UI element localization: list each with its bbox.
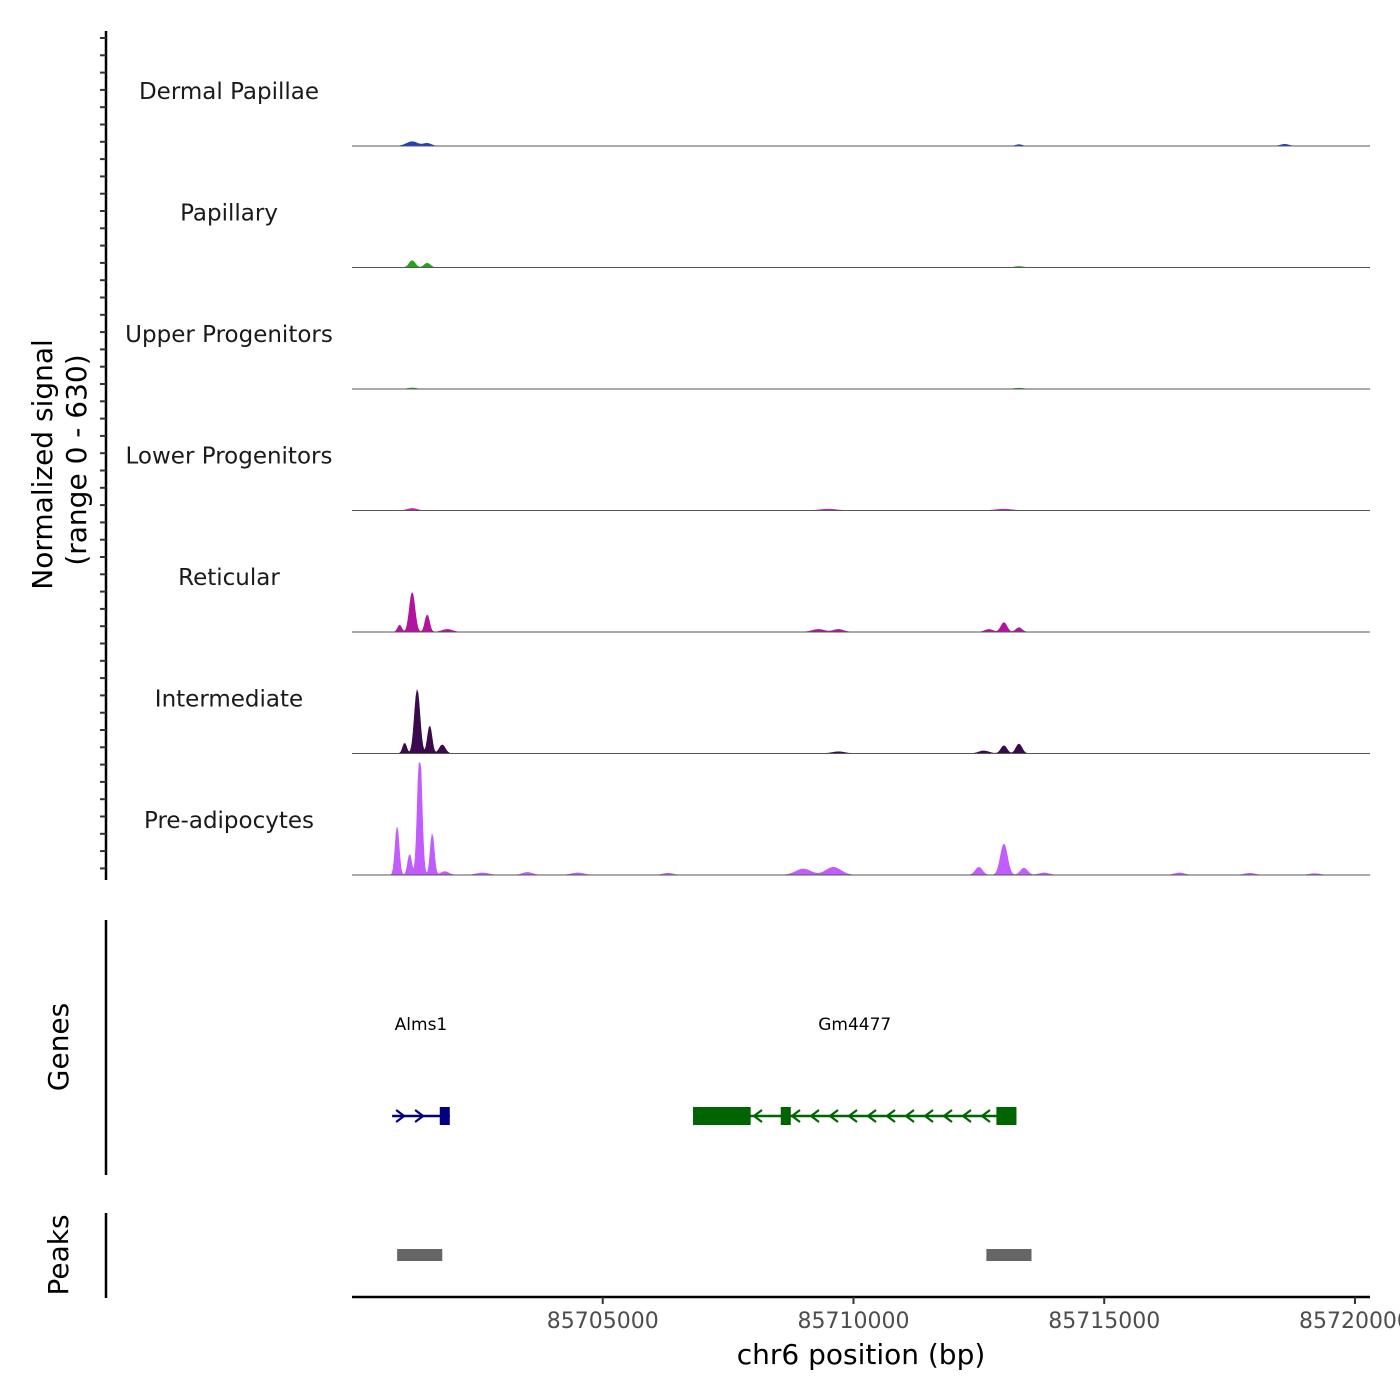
coverage-area (352, 260, 1370, 268)
gene-exon (439, 1107, 450, 1125)
gene-exon (780, 1107, 791, 1125)
strand-arrow (923, 1109, 934, 1123)
x-axis-ticks: 85705000 85710000 85715000 85720000 (547, 1297, 1400, 1334)
strand-arrow (980, 1109, 991, 1123)
coverage-track: Upper Progenitors (125, 322, 1370, 390)
strand-arrow (904, 1109, 915, 1123)
coverage-y-ticks (100, 37, 106, 870)
gene-model: Gm4477 (693, 1015, 1017, 1125)
track-label: Reticular (178, 565, 280, 591)
x-tick-label: 85705000 (547, 1309, 659, 1334)
strand-arrow (790, 1109, 801, 1123)
strand-arrow (752, 1109, 763, 1123)
strand-arrow (809, 1109, 820, 1123)
peak-region-bar (397, 1249, 443, 1261)
x-tick-label: 85720000 (1299, 1309, 1400, 1334)
x-tick-label: 85715000 (1048, 1309, 1160, 1334)
coverage-area (352, 762, 1370, 876)
strand-arrow (942, 1109, 953, 1123)
gene-annotations: Alms1 Gm4477 (392, 1015, 1017, 1125)
strand-arrow (961, 1109, 972, 1123)
gene-exon (996, 1107, 1017, 1125)
coverage-tracks: Dermal Papillae Papillary Upper Progenitor… (125, 79, 1370, 876)
coverage-track: Intermediate (155, 687, 1370, 754)
coverage-y-label-line2: (range 0 - 630) (60, 354, 93, 565)
gene-label: Gm4477 (818, 1015, 891, 1035)
coverage-track: Papillary (180, 201, 1370, 268)
strand-arrow (828, 1109, 839, 1123)
track-label: Intermediate (155, 687, 303, 713)
strand-arrow (866, 1109, 877, 1123)
coverage-y-label: Normalized signal (range 0 - 630) (26, 330, 93, 589)
coverage-area (352, 141, 1370, 147)
coverage-area (352, 689, 1370, 754)
peak-region-bar (986, 1249, 1032, 1261)
track-label: Papillary (180, 201, 278, 227)
track-label: Upper Progenitors (125, 322, 333, 348)
x-axis-label: chr6 position (bp) (737, 1338, 986, 1371)
coverage-area (352, 591, 1370, 633)
gene-model: Alms1 (392, 1015, 450, 1125)
genes-label: Genes (42, 1003, 75, 1091)
coverage-track: Lower Progenitors (126, 444, 1370, 511)
strand-arrow (847, 1109, 858, 1123)
peak-regions (397, 1249, 1032, 1261)
track-label: Pre-adipocytes (144, 808, 314, 834)
gene-exon (693, 1107, 751, 1125)
strand-arrow (885, 1109, 896, 1123)
coverage-track: Pre-adipocytes (144, 762, 1370, 876)
strand-arrow (414, 1109, 425, 1123)
coverage-track: Dermal Papillae (139, 79, 1370, 147)
peaks-label: Peaks (42, 1214, 75, 1295)
x-tick-label: 85710000 (797, 1309, 909, 1334)
gene-label: Alms1 (395, 1015, 448, 1035)
track-label: Lower Progenitors (126, 444, 333, 470)
coverage-track: Reticular (178, 565, 1370, 633)
track-label: Dermal Papillae (139, 79, 319, 105)
strand-arrow (395, 1109, 406, 1123)
coverage-y-label-line1: Normalized signal (26, 339, 59, 590)
